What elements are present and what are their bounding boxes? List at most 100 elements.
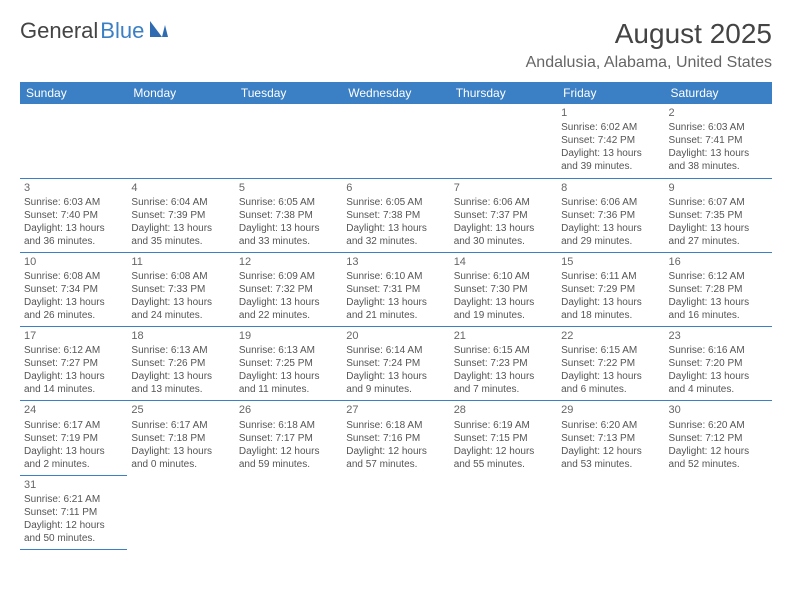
calendar-cell: 26Sunrise: 6:18 AMSunset: 7:17 PMDayligh… — [235, 401, 342, 475]
sunset-text: Sunset: 7:37 PM — [454, 209, 553, 222]
weekday-header-row: SundayMondayTuesdayWednesdayThursdayFrid… — [20, 82, 772, 104]
day-number: 15 — [561, 255, 660, 269]
day-number: 4 — [131, 181, 230, 195]
sunset-text: Sunset: 7:27 PM — [24, 357, 123, 370]
day-number: 5 — [239, 181, 338, 195]
sunset-text: Sunset: 7:24 PM — [346, 357, 445, 370]
daylight-text: Daylight: 12 hours and 50 minutes. — [24, 519, 123, 545]
sunset-text: Sunset: 7:31 PM — [346, 283, 445, 296]
sunset-text: Sunset: 7:23 PM — [454, 357, 553, 370]
calendar-cell: 7Sunrise: 6:06 AMSunset: 7:37 PMDaylight… — [450, 178, 557, 252]
day-number: 27 — [346, 403, 445, 417]
day-number: 28 — [454, 403, 553, 417]
daylight-text: Daylight: 13 hours and 32 minutes. — [346, 222, 445, 248]
sunrise-text: Sunrise: 6:10 AM — [346, 270, 445, 283]
sunrise-text: Sunrise: 6:20 AM — [669, 419, 768, 432]
weekday-header: Thursday — [450, 82, 557, 104]
day-number: 19 — [239, 329, 338, 343]
weekday-header: Wednesday — [342, 82, 449, 104]
calendar-cell: 24Sunrise: 6:17 AMSunset: 7:19 PMDayligh… — [20, 401, 127, 475]
day-number: 29 — [561, 403, 660, 417]
logo: General Blue — [20, 18, 170, 44]
daylight-text: Daylight: 13 hours and 33 minutes. — [239, 222, 338, 248]
daylight-text: Daylight: 13 hours and 36 minutes. — [24, 222, 123, 248]
daylight-text: Daylight: 13 hours and 4 minutes. — [669, 370, 768, 396]
day-number: 21 — [454, 329, 553, 343]
sunset-text: Sunset: 7:15 PM — [454, 432, 553, 445]
calendar-cell: 6Sunrise: 6:05 AMSunset: 7:38 PMDaylight… — [342, 178, 449, 252]
daylight-text: Daylight: 12 hours and 53 minutes. — [561, 445, 660, 471]
calendar-cell: 11Sunrise: 6:08 AMSunset: 7:33 PMDayligh… — [127, 252, 234, 326]
sunset-text: Sunset: 7:29 PM — [561, 283, 660, 296]
calendar-cell — [665, 475, 772, 549]
calendar-cell: 31Sunrise: 6:21 AMSunset: 7:11 PMDayligh… — [20, 475, 127, 549]
sunrise-text: Sunrise: 6:13 AM — [239, 344, 338, 357]
sunrise-text: Sunrise: 6:05 AM — [346, 196, 445, 209]
sunrise-text: Sunrise: 6:13 AM — [131, 344, 230, 357]
daylight-text: Daylight: 13 hours and 27 minutes. — [669, 222, 768, 248]
daylight-text: Daylight: 13 hours and 9 minutes. — [346, 370, 445, 396]
calendar-cell — [342, 475, 449, 549]
daylight-text: Daylight: 13 hours and 38 minutes. — [669, 147, 768, 173]
calendar-cell — [235, 475, 342, 549]
calendar-cell: 4Sunrise: 6:04 AMSunset: 7:39 PMDaylight… — [127, 178, 234, 252]
daylight-text: Daylight: 13 hours and 0 minutes. — [131, 445, 230, 471]
calendar-cell — [20, 104, 127, 178]
calendar-cell: 3Sunrise: 6:03 AMSunset: 7:40 PMDaylight… — [20, 178, 127, 252]
day-number: 26 — [239, 403, 338, 417]
month-title: August 2025 — [526, 18, 772, 50]
day-number: 20 — [346, 329, 445, 343]
calendar-cell: 5Sunrise: 6:05 AMSunset: 7:38 PMDaylight… — [235, 178, 342, 252]
sunset-text: Sunset: 7:18 PM — [131, 432, 230, 445]
daylight-text: Daylight: 13 hours and 21 minutes. — [346, 296, 445, 322]
sunset-text: Sunset: 7:30 PM — [454, 283, 553, 296]
daylight-text: Daylight: 13 hours and 24 minutes. — [131, 296, 230, 322]
daylight-text: Daylight: 13 hours and 13 minutes. — [131, 370, 230, 396]
calendar-cell — [235, 104, 342, 178]
calendar-cell: 16Sunrise: 6:12 AMSunset: 7:28 PMDayligh… — [665, 252, 772, 326]
daylight-text: Daylight: 12 hours and 59 minutes. — [239, 445, 338, 471]
weekday-header: Friday — [557, 82, 664, 104]
calendar-cell: 12Sunrise: 6:09 AMSunset: 7:32 PMDayligh… — [235, 252, 342, 326]
day-number: 18 — [131, 329, 230, 343]
sunset-text: Sunset: 7:19 PM — [24, 432, 123, 445]
sunrise-text: Sunrise: 6:20 AM — [561, 419, 660, 432]
calendar-cell: 18Sunrise: 6:13 AMSunset: 7:26 PMDayligh… — [127, 327, 234, 401]
calendar-cell: 29Sunrise: 6:20 AMSunset: 7:13 PMDayligh… — [557, 401, 664, 475]
daylight-text: Daylight: 13 hours and 14 minutes. — [24, 370, 123, 396]
sunset-text: Sunset: 7:26 PM — [131, 357, 230, 370]
calendar-cell: 15Sunrise: 6:11 AMSunset: 7:29 PMDayligh… — [557, 252, 664, 326]
sunrise-text: Sunrise: 6:08 AM — [24, 270, 123, 283]
day-number: 3 — [24, 181, 123, 195]
day-number: 12 — [239, 255, 338, 269]
daylight-text: Daylight: 13 hours and 6 minutes. — [561, 370, 660, 396]
day-number: 23 — [669, 329, 768, 343]
daylight-text: Daylight: 13 hours and 39 minutes. — [561, 147, 660, 173]
weekday-header: Sunday — [20, 82, 127, 104]
day-number: 16 — [669, 255, 768, 269]
day-number: 6 — [346, 181, 445, 195]
sunrise-text: Sunrise: 6:18 AM — [346, 419, 445, 432]
calendar-cell: 19Sunrise: 6:13 AMSunset: 7:25 PMDayligh… — [235, 327, 342, 401]
calendar-table: SundayMondayTuesdayWednesdayThursdayFrid… — [20, 82, 772, 550]
sunset-text: Sunset: 7:12 PM — [669, 432, 768, 445]
sunrise-text: Sunrise: 6:06 AM — [561, 196, 660, 209]
sunset-text: Sunset: 7:17 PM — [239, 432, 338, 445]
calendar-cell: 27Sunrise: 6:18 AMSunset: 7:16 PMDayligh… — [342, 401, 449, 475]
sunrise-text: Sunrise: 6:12 AM — [669, 270, 768, 283]
day-number: 1 — [561, 106, 660, 120]
calendar-cell: 14Sunrise: 6:10 AMSunset: 7:30 PMDayligh… — [450, 252, 557, 326]
sunrise-text: Sunrise: 6:07 AM — [669, 196, 768, 209]
sunset-text: Sunset: 7:38 PM — [346, 209, 445, 222]
daylight-text: Daylight: 13 hours and 11 minutes. — [239, 370, 338, 396]
sunset-text: Sunset: 7:38 PM — [239, 209, 338, 222]
sunset-text: Sunset: 7:22 PM — [561, 357, 660, 370]
day-number: 31 — [24, 478, 123, 492]
header: General Blue August 2025 Andalusia, Alab… — [20, 18, 772, 72]
sunrise-text: Sunrise: 6:17 AM — [131, 419, 230, 432]
day-number: 2 — [669, 106, 768, 120]
calendar-cell: 20Sunrise: 6:14 AMSunset: 7:24 PMDayligh… — [342, 327, 449, 401]
weekday-header: Tuesday — [235, 82, 342, 104]
sunset-text: Sunset: 7:41 PM — [669, 134, 768, 147]
day-number: 30 — [669, 403, 768, 417]
